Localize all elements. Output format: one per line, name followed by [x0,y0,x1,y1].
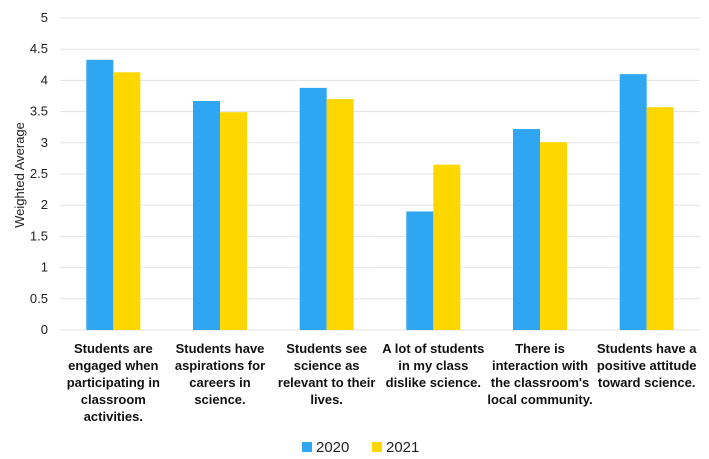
category-label: A lot of students in my class dislike scie… [382,341,484,390]
gridlines [60,17,700,331]
y-tick-label: 1 [41,260,48,275]
bar-2021 [646,107,674,331]
y-tick-label: 0.5 [30,291,48,306]
category-label-line: in my class [398,358,468,373]
category-label-line: the classroom's [491,375,589,390]
category-label-line: Students have [176,341,265,356]
category-label-line: local community. [487,392,592,407]
bar-2020 [86,59,114,331]
category-label-line: dislike science. [386,375,481,390]
legend-label: 2021 [386,439,419,456]
bar-2020 [193,100,220,330]
bar-2021 [433,164,461,330]
category-label-line: Students see [286,341,367,356]
bar-2020 [513,129,540,330]
bar-2020 [299,87,327,330]
category-label-line: science. [194,392,245,407]
y-tick-label: 2 [41,197,48,212]
category-label-line: Students have a [597,341,697,356]
y-tick-label: 1.5 [30,228,48,243]
category-label-line: Students are [74,341,153,356]
category-label-line: lives. [310,392,343,407]
category-label-line: participating in [67,375,160,390]
bar-2021 [220,112,247,330]
y-tick-label: 3.5 [30,104,48,119]
category-label-line: positive attitude [597,358,697,373]
y-tick-label: 4.5 [30,41,48,56]
y-tick-label: 3 [41,135,48,150]
category-label: There is interaction with the classroom's l… [487,341,592,407]
category-label-line: aspirations for [175,358,265,373]
category-label-line: relevant to their [278,375,376,390]
bar-2020 [619,74,647,330]
category-label: Students have aspirations for careers in sc… [175,341,265,407]
category-label-line: There is [515,341,565,356]
category-label: Students are engaged when participating in… [67,341,160,424]
bar-2021 [113,72,141,331]
bar-2020 [406,211,434,330]
category-label: Students see science as relevant to their l… [278,341,376,407]
y-tick-label: 5 [41,10,48,25]
bar-2021 [326,99,354,331]
legend-swatch-2021 [372,442,382,452]
bars [86,59,674,331]
category-label-line: science as [294,358,360,373]
category-label-line: activities. [84,409,143,424]
y-axis-label: Weighted Average [12,122,27,228]
legend: 2020 2021 [302,439,419,456]
category-label-line: engaged when [68,358,158,373]
category-label-line: toward science. [598,375,696,390]
legend-label: 2020 [316,439,349,456]
legend-swatch-2020 [302,442,312,452]
bar-2021 [540,142,567,330]
y-tick-label: 2.5 [30,166,48,181]
category-label-line: careers in [189,375,250,390]
y-tick-label: 4 [41,72,48,87]
category-label-line: interaction with [492,358,588,373]
category-label-line: classroom [81,392,146,407]
category-label-line: A lot of students [382,341,484,356]
category-label: Students have a positive attitude toward s… [597,341,697,390]
y-tick-label: 0 [41,322,48,337]
category-labels: Students are engaged when participating in… [67,341,698,424]
y-axis-ticks: 0 0.5 1 1.5 2 2.5 3 3.5 4 4.5 5 [30,10,48,337]
